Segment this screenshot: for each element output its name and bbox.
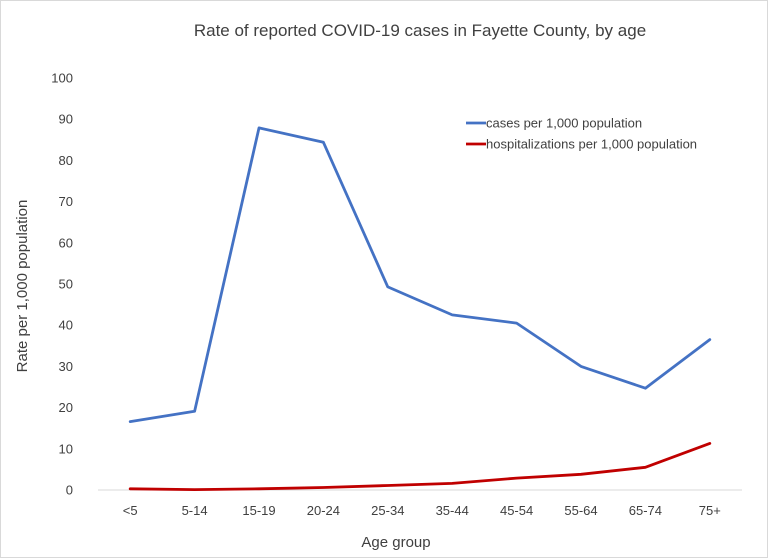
legend: cases per 1,000 population hospitalizatio…: [466, 116, 697, 152]
x-tick-label: 75+: [699, 503, 721, 518]
y-tick-label: 50: [59, 277, 73, 292]
y-tick-label: 90: [59, 112, 73, 127]
series-lines: [128, 126, 712, 492]
series-line-hospitalizations: [128, 441, 712, 492]
legend-label: hospitalizations per 1,000 population: [486, 137, 697, 152]
x-tick-label: 55-64: [564, 503, 597, 518]
y-tick-label: 20: [59, 400, 73, 415]
legend-label: cases per 1,000 population: [486, 116, 642, 131]
x-axis-title: Age group: [361, 534, 430, 551]
x-axis-ticks: <5 5-14 15-19 20-24 25-34 35-44 45-54 55-64 65-7…: [123, 503, 721, 518]
x-tick-label: 5-14: [182, 503, 208, 518]
x-tick-label: 35-44: [436, 503, 469, 518]
x-tick-label: 15-19: [242, 503, 275, 518]
y-tick-label: 10: [59, 441, 73, 456]
x-tick-label: 65-74: [629, 503, 662, 518]
series-line-cases: [128, 126, 712, 424]
y-tick-label: 70: [59, 194, 73, 209]
y-tick-label: 80: [59, 153, 73, 168]
x-tick-label: 20-24: [307, 503, 340, 518]
y-tick-label: 40: [59, 318, 73, 333]
y-tick-label: 30: [59, 359, 73, 374]
x-tick-label: 25-34: [371, 503, 404, 518]
y-axis-title: Rate per 1,000 population: [14, 200, 31, 373]
y-axis-ticks: 0 10 20 30 40 50 60 70 80 90 100: [51, 71, 73, 498]
x-tick-label: 45-54: [500, 503, 533, 518]
chart-title: Rate of reported COVID-19 cases in Fayet…: [194, 21, 646, 40]
y-tick-label: 0: [66, 483, 73, 498]
y-tick-label: 60: [59, 235, 73, 250]
y-tick-label: 100: [51, 71, 73, 86]
x-tick-label: <5: [123, 503, 138, 518]
